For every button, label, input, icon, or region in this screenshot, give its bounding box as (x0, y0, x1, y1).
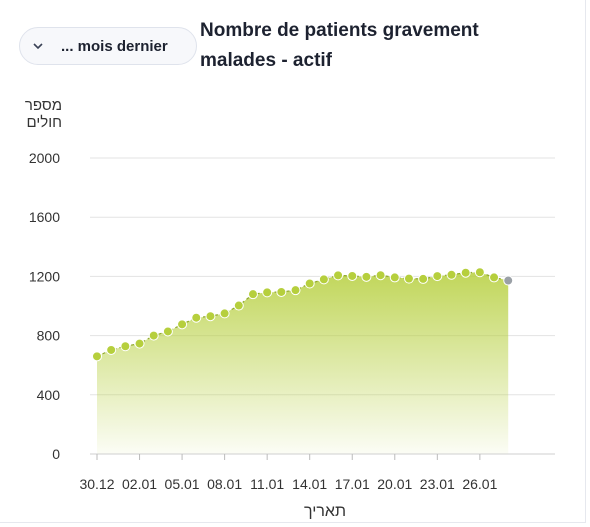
data-point (474, 267, 485, 278)
y-tick-label: 2000 (29, 150, 60, 166)
data-point (276, 286, 287, 297)
x-tick-label: 26.01 (462, 476, 497, 492)
x-tick-label: 08.01 (207, 476, 242, 492)
data-point (460, 267, 471, 278)
data-point (318, 274, 329, 285)
data-point (233, 300, 244, 311)
x-axis-label: תאריך (303, 503, 347, 520)
data-point (205, 311, 216, 322)
data-point (92, 351, 102, 362)
data-point (134, 338, 145, 349)
data-point (361, 271, 372, 282)
y-axis-label: מספר חולים (18, 97, 62, 131)
data-point (177, 319, 188, 330)
data-point (162, 326, 173, 337)
x-tick-label: 23.01 (420, 476, 455, 492)
time-range-label: ... mois dernier (61, 37, 168, 55)
data-point (219, 308, 230, 319)
data-point (403, 273, 414, 284)
data-point (247, 289, 258, 300)
data-point (489, 272, 500, 283)
data-point (347, 270, 358, 281)
y-axis-label-line-1: מספר (24, 97, 62, 114)
x-tick-label: 30.12 (79, 476, 114, 492)
x-tick-label: 11.01 (250, 476, 284, 492)
data-point (375, 270, 386, 281)
data-point (389, 272, 400, 283)
x-tick-label: 02.01 (122, 476, 157, 492)
data-point (120, 341, 131, 352)
time-range-dropdown[interactable]: ... mois dernier (19, 27, 197, 65)
x-tick-label: 20.01 (377, 476, 412, 492)
data-point (290, 285, 301, 296)
x-tick-label: 05.01 (165, 476, 200, 492)
data-point (106, 344, 117, 355)
data-point (333, 270, 344, 281)
area-fill (97, 272, 509, 454)
data-point (262, 287, 273, 298)
y-tick-label: 1600 (29, 209, 60, 225)
y-tick-label: 0 (52, 446, 60, 462)
data-point (148, 330, 159, 341)
data-point (304, 278, 315, 289)
data-point (191, 312, 202, 323)
chart-title: Nombre de patients gravement malades - a… (200, 20, 479, 71)
y-tick-label: 800 (37, 328, 61, 344)
y-axis-label-line-2: חולים (26, 114, 63, 131)
x-tick-label: 17.01 (335, 476, 370, 492)
y-tick-label: 1200 (29, 268, 60, 284)
data-point (418, 273, 429, 284)
chevron-down-icon (33, 43, 43, 50)
data-point (446, 269, 457, 280)
data-point (503, 275, 514, 286)
x-tick-label: 14.01 (292, 476, 327, 492)
data-point (432, 271, 443, 282)
y-tick-label: 400 (37, 387, 61, 403)
